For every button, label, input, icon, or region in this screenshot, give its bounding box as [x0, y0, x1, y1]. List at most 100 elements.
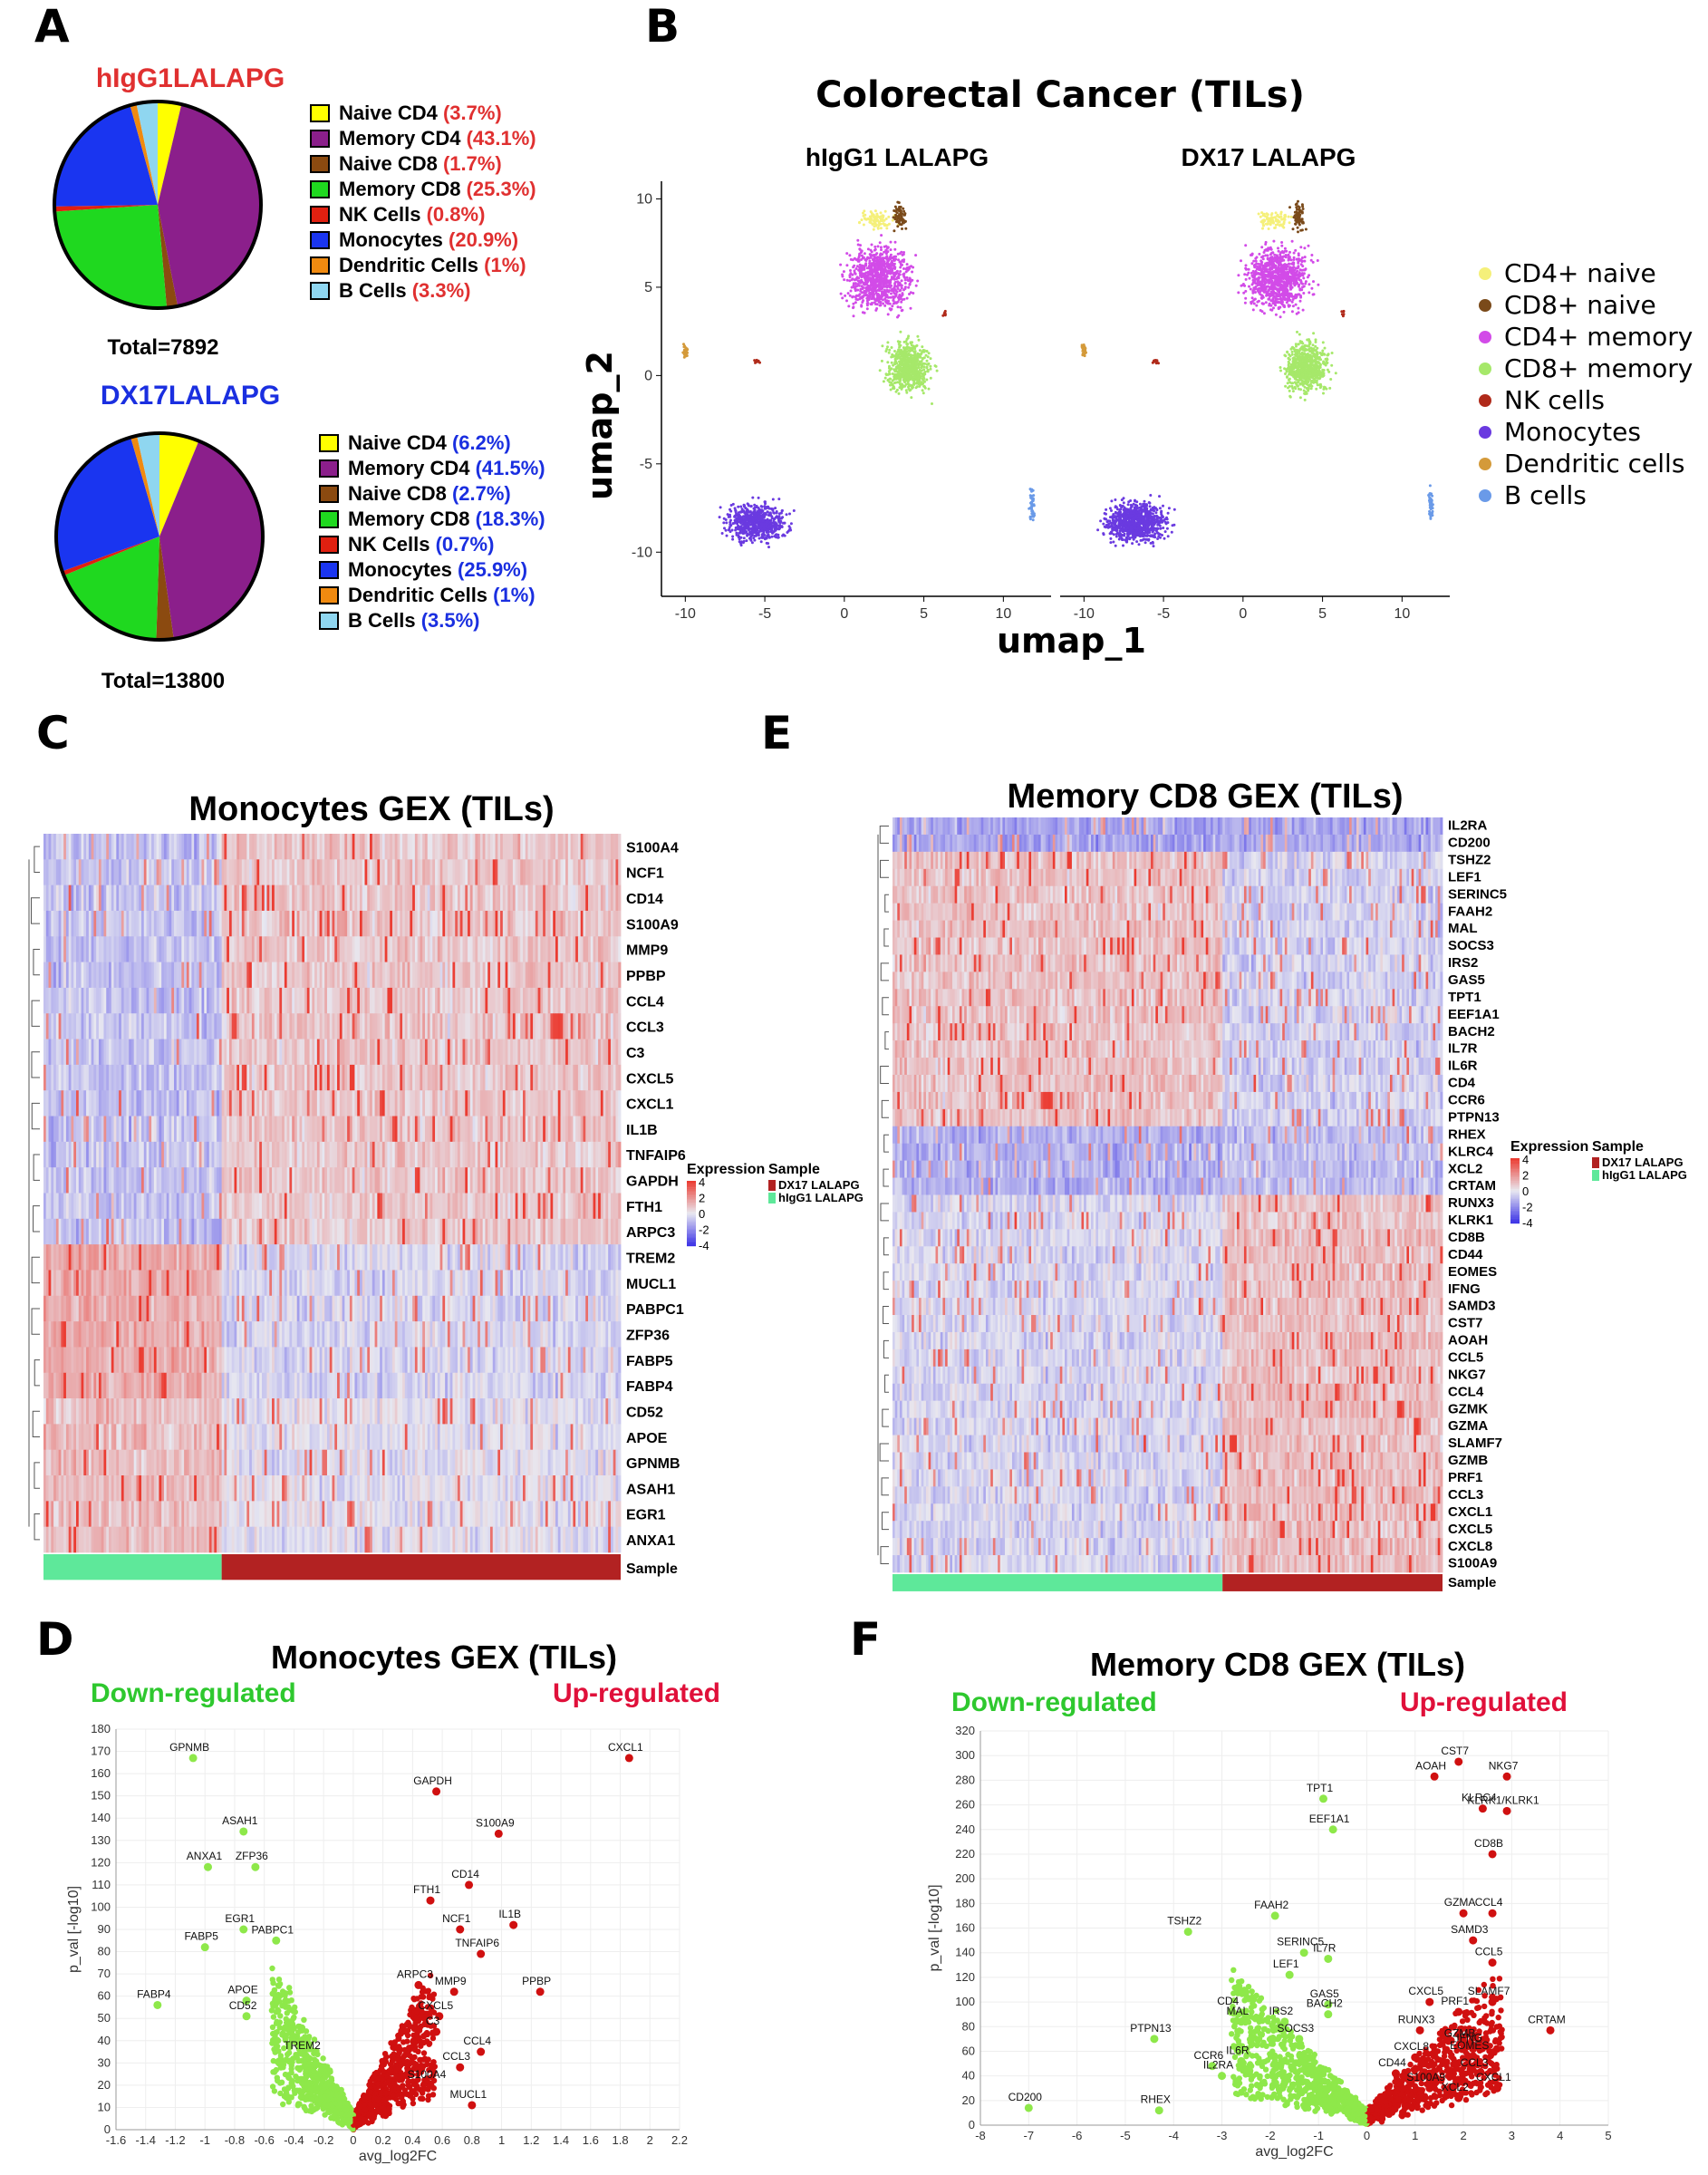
umap-y-tick-label: -5 [640, 457, 652, 472]
umap-point [1270, 308, 1274, 312]
umap-point [927, 387, 931, 391]
umap-point [1300, 382, 1304, 385]
umap-point [1244, 289, 1248, 293]
umap-point [914, 371, 918, 374]
umap-point [783, 534, 786, 537]
umap-point [854, 282, 857, 285]
umap-point [903, 350, 907, 353]
umap-y-tick-label: 10 [636, 191, 652, 207]
umap-point [883, 304, 887, 307]
umap-point [839, 292, 843, 295]
umap-point [870, 297, 873, 301]
umap-point [762, 532, 765, 536]
umap-point [739, 536, 743, 539]
umap-point [722, 521, 726, 525]
umap-point [758, 516, 761, 518]
umap-point [1299, 258, 1303, 262]
umap-point [1276, 266, 1279, 270]
umap-point [1112, 533, 1115, 536]
umap-point [1306, 353, 1309, 355]
umap-point [869, 256, 873, 259]
umap-point [916, 279, 920, 283]
umap-point [1283, 249, 1287, 253]
umap-point [1032, 494, 1036, 498]
umap-point [902, 267, 905, 270]
umap-point [1120, 498, 1124, 502]
umap-point [889, 255, 893, 258]
umap-point [1252, 259, 1256, 263]
umap-point [915, 357, 919, 361]
umap-point [1250, 262, 1254, 266]
umap-point [1312, 363, 1316, 367]
umap-point [900, 286, 903, 290]
umap-point [877, 220, 881, 224]
umap-point [1297, 293, 1300, 296]
umap-point [860, 250, 864, 254]
umap-point [775, 536, 777, 539]
umap-point [1131, 542, 1134, 546]
umap-point [1294, 303, 1298, 306]
umap-point [1114, 498, 1117, 501]
umap-point [892, 276, 895, 279]
umap-point [874, 256, 877, 259]
umap-point [883, 224, 886, 227]
umap-point [842, 270, 845, 274]
umap-point [734, 509, 738, 512]
umap-point [895, 354, 899, 358]
umap-point [1134, 498, 1136, 502]
umap-point [1284, 284, 1288, 287]
umap-point [1305, 361, 1308, 364]
umap-point [1031, 497, 1035, 500]
umap-point [766, 510, 769, 514]
umap-point [1264, 301, 1268, 304]
umap-point [884, 350, 888, 353]
umap-point [745, 525, 748, 528]
umap-point [911, 270, 914, 274]
umap-point [858, 263, 862, 266]
umap-point [1124, 540, 1128, 544]
umap-point [1288, 221, 1291, 225]
umap-point [1275, 292, 1279, 295]
umap-point [914, 354, 918, 358]
umap-point [896, 315, 899, 319]
umap-point [1108, 507, 1112, 510]
pie-slice [136, 102, 158, 205]
umap-point [866, 247, 870, 251]
umap-point [848, 279, 852, 283]
umap-point [1296, 266, 1299, 270]
umap-point [1096, 528, 1100, 532]
umap-point [856, 283, 860, 285]
umap-point [1261, 255, 1265, 258]
umap-point [859, 244, 862, 247]
legend-value: (3.3%) [412, 279, 471, 303]
umap-point [905, 391, 909, 394]
umap-point [890, 346, 893, 349]
umap-point [859, 289, 863, 293]
umap-point [1257, 299, 1260, 303]
umap-point [774, 516, 777, 519]
umap-point [777, 536, 780, 539]
umap-point [880, 256, 883, 260]
umap-point [893, 350, 896, 353]
legend-value: (20.9%) [449, 228, 518, 252]
umap-point [1030, 512, 1034, 516]
umap-point [878, 304, 882, 307]
umap-point [758, 530, 761, 533]
pie-chart-higg1 [53, 100, 263, 310]
umap-point [1250, 301, 1253, 304]
umap-point [893, 370, 897, 373]
umap-point [756, 512, 759, 516]
umap-point [846, 292, 850, 295]
umap-point [1288, 262, 1290, 266]
umap-point [1309, 357, 1313, 361]
umap-point [887, 351, 891, 354]
umap-point [748, 527, 752, 530]
umap-point [857, 276, 861, 280]
umap-point [1028, 507, 1032, 510]
umap-point [1274, 211, 1278, 215]
umap-point [1166, 511, 1170, 515]
umap-point [1308, 378, 1311, 382]
umap-point [1259, 215, 1262, 218]
umap-point [1117, 537, 1121, 541]
umap-point [1312, 280, 1315, 284]
